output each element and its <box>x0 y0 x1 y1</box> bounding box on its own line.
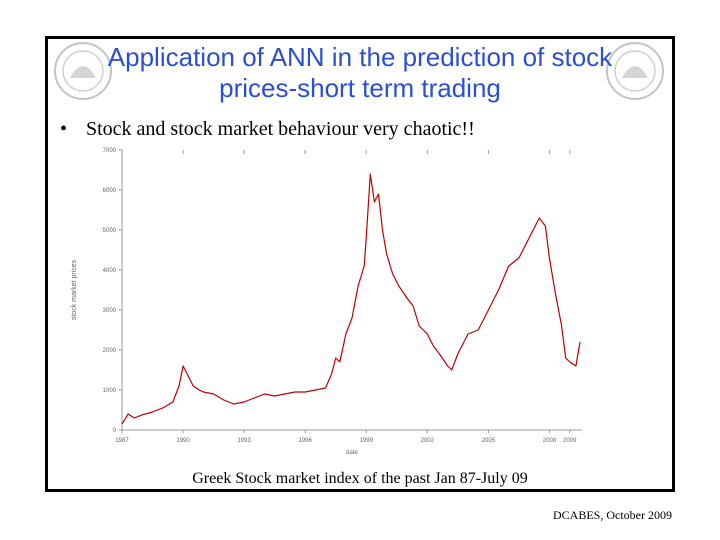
y-tick-label: 5000 <box>103 228 117 234</box>
university-seal-icon <box>54 42 112 100</box>
chart-caption: Greek Stock market index of the past Jan… <box>192 470 528 487</box>
footer-text: DCABES, October 2009 <box>553 508 672 522</box>
bullet-point: • Stock and stock market behaviour very c… <box>60 118 475 141</box>
y-tick-label: 6000 <box>103 188 117 194</box>
slide-title: Application of ANN in the prediction of … <box>70 42 650 104</box>
university-seal-icon <box>606 42 664 100</box>
slide-frame <box>45 36 675 492</box>
y-tick-label: 3000 <box>103 308 117 314</box>
x-tick-label: 1999 <box>360 438 374 444</box>
x-tick-label: 2008 <box>543 438 557 444</box>
x-tick-label: 1987 <box>115 438 129 444</box>
x-tick-label: 1990 <box>176 438 190 444</box>
x-tick-label: 1993 <box>237 438 251 444</box>
bullet-symbol: • <box>60 118 68 140</box>
x-tick-label: 2005 <box>482 438 496 444</box>
y-tick-label: 2000 <box>103 348 117 354</box>
y-tick-label: 7000 <box>103 148 117 154</box>
slide-title-line-2: prices-short term trading <box>219 73 501 103</box>
y-axis-label: stock market prices <box>71 259 78 320</box>
y-tick-label: 0 <box>113 428 117 434</box>
slide-title-line-1: Application of ANN in the prediction of … <box>107 42 613 72</box>
y-tick-label: 1000 <box>103 388 117 394</box>
y-tick-label: 4000 <box>103 268 117 274</box>
bullet-text: Stock and stock market behaviour very ch… <box>86 118 475 140</box>
index-price-line <box>121 173 581 425</box>
x-tick-label: 2002 <box>421 438 435 444</box>
x-axis-label: date <box>346 450 358 456</box>
x-tick-label: 2009 <box>563 438 577 444</box>
stock-index-chart: 0 1000 2000 3000 4000 5000 6000 7000 1987 1990 199… <box>71 148 582 456</box>
x-tick-label: 1996 <box>299 438 313 444</box>
